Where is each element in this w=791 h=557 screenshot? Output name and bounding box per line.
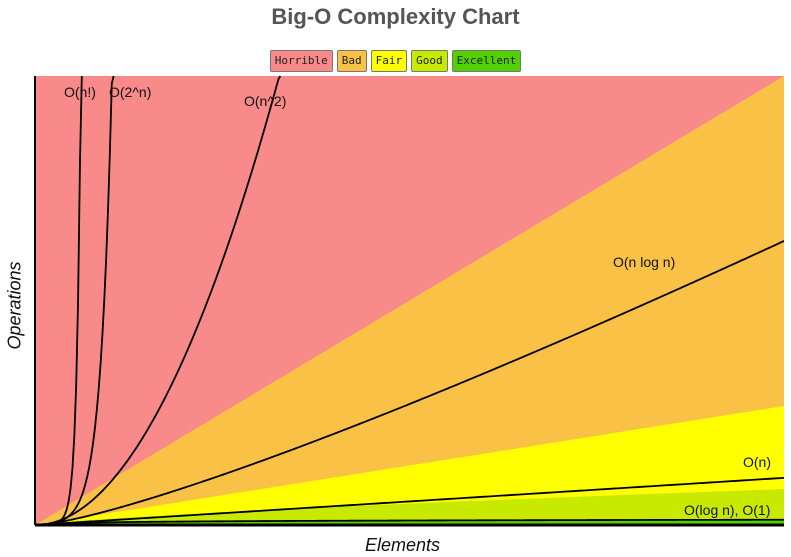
legend-excellent: Excellent <box>451 50 522 72</box>
curve-label-factorial: O(n!) <box>64 84 96 100</box>
region-fair <box>35 406 784 525</box>
curve-label-nlogn: O(n log n) <box>613 254 675 270</box>
curve-label-quadratic: O(n^2) <box>244 93 286 109</box>
curve-label-exponential: O(2^n) <box>109 84 151 100</box>
curve-nlogn <box>34 240 785 526</box>
legend: Horrible Bad Fair Good Excellent <box>0 50 791 72</box>
curve-linear <box>34 476 785 526</box>
region-good <box>35 489 784 525</box>
legend-good: Good <box>411 50 448 72</box>
curve-quadratic <box>34 75 282 526</box>
chart-title: Big-O Complexity Chart <box>271 4 520 29</box>
x-axis-label: Elements <box>364 535 441 555</box>
curve-label-linear: O(n) <box>743 454 771 470</box>
y-axis-label: Operations <box>4 261 25 350</box>
curve-label-log: O(log n), O(1) <box>684 502 770 518</box>
legend-bad: Bad <box>336 50 367 72</box>
curve-log <box>34 518 784 526</box>
region-bad <box>35 76 784 525</box>
legend-fair: Fair <box>370 50 408 72</box>
legend-horrible: Horrible <box>269 50 333 72</box>
